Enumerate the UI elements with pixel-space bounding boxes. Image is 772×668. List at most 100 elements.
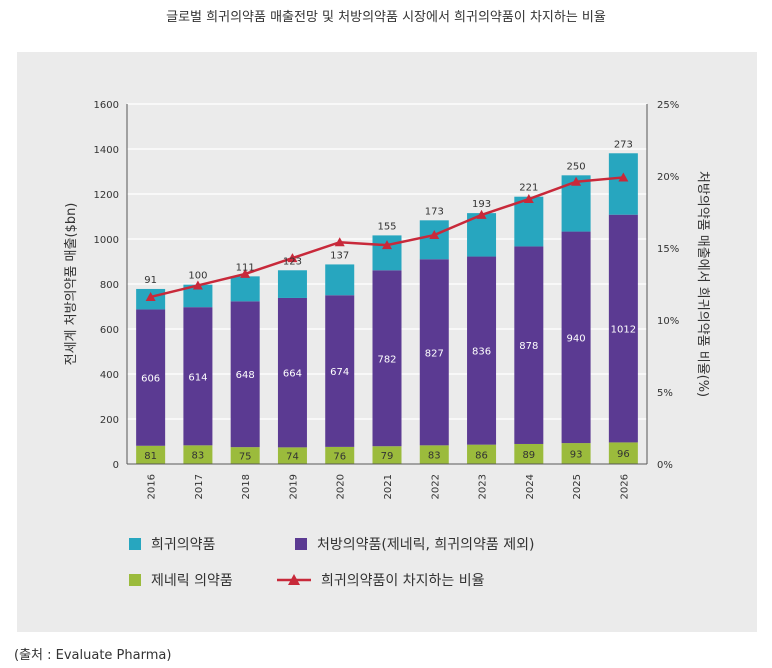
- bar-segment: [608, 153, 638, 215]
- ratio-marker: [571, 176, 582, 186]
- bar-top-label: 155: [377, 221, 396, 232]
- ratio-line: [145, 172, 629, 301]
- chart-panel: 0 200 400 600 800 1000 1200 1400 1600 0% 5% 10% 15% 2…: [17, 52, 757, 632]
- legend: 희귀의약품 처방의약품(제네릭, 희귀의약품 제외) 제네릭 의약품 희귀의약품이 차…: [129, 537, 534, 589]
- bar-value-label: 96: [617, 449, 630, 460]
- bar-segment: [277, 297, 307, 448]
- bar-segment: [608, 214, 638, 443]
- bar-top-label: 111: [236, 262, 255, 273]
- bar-segment: [230, 447, 260, 464]
- bar-top-label: 137: [330, 250, 349, 261]
- ratio-marker: [240, 268, 251, 278]
- bar-value-label: 75: [239, 452, 252, 463]
- y2-tick-label: 0%: [657, 460, 673, 471]
- y-tick-label: 1600: [94, 100, 119, 111]
- y-axis-title: 전세계 처방의약품 매출($bn): [64, 203, 79, 366]
- x-tick-label: 2016: [147, 474, 158, 499]
- y-tick-label: 600: [100, 325, 119, 336]
- legend-label: 제네릭 의약품: [151, 573, 233, 589]
- bar-value-label: 614: [188, 372, 207, 383]
- bar-segment: [136, 445, 166, 464]
- bar-top-label: 173: [425, 206, 444, 217]
- x-tick-label: 2017: [194, 474, 205, 499]
- bar-segment: [514, 443, 544, 464]
- legend-label: 희귀의약품이 차지하는 비율: [321, 573, 485, 589]
- bar-segment: [419, 220, 449, 260]
- bar-value-label: 674: [330, 367, 349, 378]
- y2-tick-label: 5%: [657, 388, 673, 399]
- bar-top-label: 273: [614, 139, 633, 150]
- legend-line-marker: [288, 574, 300, 585]
- bar-segment: [467, 213, 497, 257]
- bar-segment: [419, 259, 449, 446]
- x-tick-label: 2024: [525, 474, 536, 499]
- y-tick-label: 0: [113, 460, 119, 471]
- bar-segment: [277, 447, 307, 464]
- bar-value-label: 76: [333, 451, 346, 462]
- bar-segment: [419, 445, 449, 464]
- bar-value-label: 86: [475, 450, 488, 461]
- bar-value-label: 81: [144, 451, 157, 462]
- x-tick-label: 2020: [336, 474, 347, 499]
- bar-value-label: 1012: [611, 325, 636, 336]
- y-tick-label: 200: [100, 415, 119, 426]
- source-note: (출처 : Evaluate Pharma): [14, 648, 172, 663]
- ratio-marker: [618, 172, 629, 182]
- x-tick-label: 2025: [572, 474, 583, 499]
- legend-swatch: [129, 538, 141, 550]
- bar-value-label: 79: [381, 451, 394, 462]
- x-tick-label: 2022: [430, 474, 441, 499]
- bar-value-label: 83: [428, 451, 441, 462]
- bar-top-label: 123: [283, 256, 302, 267]
- bar-segment: [467, 256, 497, 445]
- y-tick-label: 1400: [94, 145, 119, 156]
- x-tick-label: 2018: [241, 474, 252, 499]
- legend-label: 처방의약품(제네릭, 희귀의약품 제외): [317, 537, 534, 553]
- bar-segment: [514, 196, 544, 247]
- y2-tick-label: 25%: [657, 100, 679, 111]
- bar-segment: [183, 445, 213, 464]
- bar-value-label: 782: [377, 354, 396, 365]
- bar-value-label: 878: [519, 341, 538, 352]
- bar-value-label: 648: [236, 370, 255, 381]
- bar-value-label: 606: [141, 374, 160, 385]
- bar-segment: [514, 246, 544, 444]
- bar-segment: [372, 446, 402, 464]
- bar-segment: [561, 443, 591, 464]
- bar-value-label: 827: [425, 348, 444, 359]
- bar-segment: [608, 442, 638, 464]
- bar-value-label: 74: [286, 452, 299, 463]
- y2-tick-label: 10%: [657, 316, 679, 327]
- ratio-marker: [382, 240, 392, 250]
- ratio-marker: [523, 194, 534, 204]
- bar-segment: [136, 309, 166, 446]
- ratio-marker: [334, 237, 345, 247]
- bar-value-label: 93: [570, 450, 583, 461]
- data-labels: 81 606 91 83 614 100 75 648 111 74 664 123 76 674 137 7…: [141, 139, 636, 462]
- bar-value-label: 89: [522, 450, 535, 461]
- y-tick-label: 800: [100, 280, 119, 291]
- x-tick-label: 2023: [478, 474, 489, 499]
- y2-tick-label: 20%: [657, 172, 679, 183]
- ratio-marker: [429, 230, 440, 240]
- bar-top-label: 193: [472, 199, 491, 210]
- bar-segment: [372, 270, 402, 447]
- bar-value-label: 83: [192, 451, 205, 462]
- bar-segment: [277, 270, 307, 298]
- x-tick-label: 2021: [383, 474, 394, 499]
- bar-top-label: 91: [144, 275, 157, 286]
- bar-segment: [183, 284, 213, 308]
- bar-value-label: 836: [472, 347, 491, 358]
- bar-segment: [325, 295, 355, 447]
- legend-swatch: [129, 574, 141, 586]
- bars: [136, 153, 638, 464]
- ratio-marker: [145, 291, 156, 301]
- bar-segment: [325, 446, 355, 464]
- ratio-marker: [192, 280, 203, 290]
- bar-segment: [325, 264, 355, 296]
- x-tick-label: 2026: [619, 474, 630, 499]
- y-tick-label: 1000: [94, 235, 119, 246]
- chart-svg: 0 200 400 600 800 1000 1200 1400 1600 0% 5% 10% 15% 2…: [64, 100, 710, 589]
- bar-top-label: 250: [567, 161, 586, 172]
- y-tick-label: 400: [100, 370, 119, 381]
